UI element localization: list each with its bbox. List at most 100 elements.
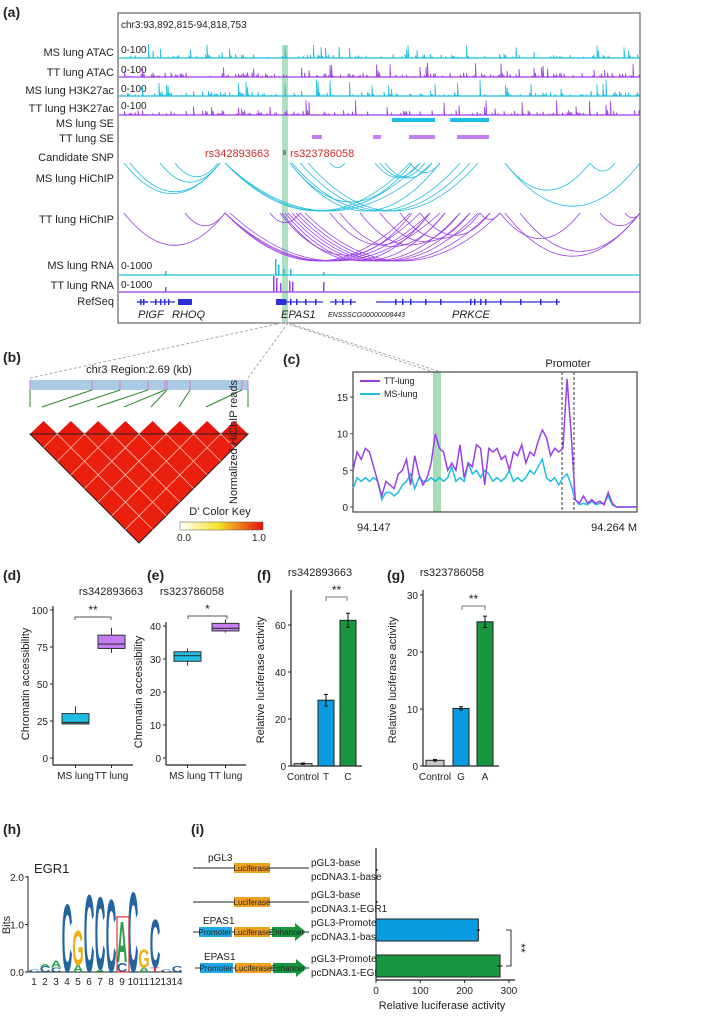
significance-bracket bbox=[74, 616, 112, 620]
hichip-arc bbox=[419, 212, 491, 236]
promoter-box bbox=[200, 963, 233, 973]
panel-label-h: (h) bbox=[3, 821, 21, 837]
track-label: TT lung RNA bbox=[51, 280, 115, 292]
refseq-track: PIGF RHOQ EPAS1 ENSSSCG00000008443 PRKCE bbox=[137, 299, 560, 321]
gene-exon bbox=[305, 299, 307, 305]
gene-exon bbox=[160, 299, 162, 305]
hichip-arc bbox=[174, 162, 219, 178]
construct-diagrams: pGL3 Luciferase Luciferase EPAS1 Promote… bbox=[193, 853, 309, 977]
snp-line bbox=[178, 389, 191, 408]
rna-peak bbox=[275, 259, 277, 275]
color-key-gradient bbox=[179, 521, 264, 531]
bar bbox=[339, 619, 357, 767]
browser-frame bbox=[117, 12, 641, 324]
position-label: 2 bbox=[42, 977, 48, 988]
enhancer-arrow bbox=[272, 923, 306, 941]
y-tick-label: 40 bbox=[275, 668, 287, 679]
construct-name: pcDNA3.1-base bbox=[311, 932, 382, 943]
y-tick-label: 0.0 bbox=[10, 968, 24, 979]
hichip-arc bbox=[504, 162, 641, 207]
construct-name: pcDNA3.1-base bbox=[311, 872, 382, 883]
position-label: 10 bbox=[127, 977, 139, 988]
y-axis-label: Relative luciferase activity bbox=[387, 616, 399, 743]
ld-grid bbox=[125, 433, 222, 530]
hichip-arc bbox=[479, 212, 501, 220]
y-tick-label: 5 bbox=[342, 466, 348, 477]
snp-marker bbox=[283, 150, 286, 155]
color-key-title: D' Color Key bbox=[189, 506, 251, 518]
ld-diamond bbox=[139, 421, 167, 434]
gene-name: EPAS1 bbox=[281, 309, 316, 321]
y-tick-label: 15 bbox=[337, 393, 349, 404]
box bbox=[211, 622, 240, 632]
gene-exon bbox=[485, 299, 487, 305]
signal-peaks bbox=[119, 79, 640, 97]
y-tick-label: 1.0 bbox=[10, 921, 24, 932]
gene-exon bbox=[480, 299, 482, 305]
position-label: 7 bbox=[97, 977, 103, 988]
position-label: 6 bbox=[86, 977, 92, 988]
significance-marker: ** bbox=[88, 603, 98, 617]
snp-line bbox=[96, 389, 149, 408]
luciferase-box bbox=[234, 927, 270, 937]
y-tick-label: 20 bbox=[150, 688, 162, 699]
track-label: MS lung SE bbox=[56, 118, 114, 130]
hichip-arc bbox=[129, 162, 221, 193]
y-axis-label: Relative luciferase activity bbox=[255, 616, 267, 743]
snp-line bbox=[150, 389, 168, 408]
y-tick-label: 60 bbox=[275, 621, 287, 632]
error-bar bbox=[324, 693, 328, 707]
promoter-label: Promoter bbox=[545, 358, 591, 370]
hichip-arc bbox=[224, 162, 433, 212]
track-label: TT lung ATAC bbox=[47, 67, 114, 79]
logo-letter-A: A bbox=[40, 964, 51, 968]
gene-exon bbox=[500, 299, 502, 305]
position-label: 1 bbox=[31, 977, 37, 988]
gene-exon bbox=[335, 299, 337, 305]
snp-highlight-band bbox=[282, 45, 288, 322]
y-tick-label: 50 bbox=[37, 680, 49, 691]
luciferase-label: Luciferase bbox=[234, 898, 271, 907]
x-tick-label: T bbox=[323, 772, 329, 783]
ld-heatmap bbox=[28, 421, 250, 544]
panel-label-d: (d) bbox=[3, 567, 21, 583]
luciferase-box bbox=[234, 863, 270, 873]
hichip-arcs bbox=[123, 162, 641, 262]
track-range: 0-1000 bbox=[121, 261, 153, 272]
hichip-arc bbox=[589, 162, 616, 172]
track-label: TT lung SE bbox=[59, 133, 114, 145]
bar bbox=[376, 869, 378, 871]
gene-exon bbox=[440, 299, 442, 305]
snp-label: rs342893663 bbox=[205, 148, 269, 160]
y-axis-label: Chromatin accessibility bbox=[133, 635, 145, 748]
hichip-arc bbox=[291, 162, 461, 212]
ld-diamond bbox=[84, 421, 112, 434]
position-label: 12 bbox=[149, 977, 161, 988]
box bbox=[173, 651, 202, 662]
logo-letter-C: C bbox=[150, 906, 161, 982]
panel-label-b: (b) bbox=[3, 349, 21, 365]
track-label: MS lung RNA bbox=[47, 260, 114, 272]
track-label: Candidate SNP bbox=[38, 152, 114, 164]
chart-title: rs323786058 bbox=[160, 586, 224, 598]
panel-label-g: (g) bbox=[387, 567, 405, 583]
logo-letter-C: C bbox=[117, 960, 128, 975]
hichip-arc bbox=[224, 162, 411, 212]
rna-peak bbox=[289, 281, 291, 292]
track-range: 0-100 bbox=[121, 84, 147, 95]
logo-letter-C: C bbox=[84, 871, 95, 996]
chart-title: rs323786058 bbox=[420, 567, 484, 579]
hichip-arc bbox=[599, 212, 641, 227]
signal-peaks bbox=[119, 62, 641, 78]
x-start-label: 94.147 bbox=[357, 522, 391, 534]
hichip-arc bbox=[504, 162, 591, 191]
position-label: 4 bbox=[64, 977, 70, 988]
bar bbox=[452, 707, 470, 767]
track-label: RefSeq bbox=[77, 296, 114, 308]
hichip-arc bbox=[304, 212, 501, 262]
logo-letter-A: A bbox=[139, 967, 150, 974]
gene-exon bbox=[290, 299, 292, 305]
significance-marker: ** bbox=[469, 592, 479, 606]
hichip-line-chart: Promoter 0 5 10 15 94.147 94.264 M Normalized H… bbox=[228, 358, 638, 534]
panel-label-c: (c) bbox=[283, 351, 300, 367]
